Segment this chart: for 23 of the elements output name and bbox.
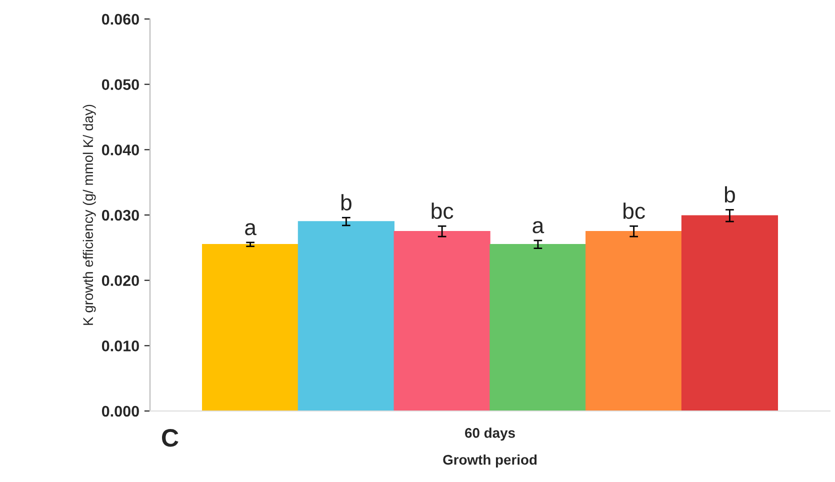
bar	[586, 230, 682, 411]
y-tick-label: 0.000	[102, 406, 139, 417]
annotation: a	[532, 221, 544, 234]
bar	[298, 221, 394, 411]
y-tick-label: 0.010	[102, 340, 139, 352]
bar	[202, 244, 299, 411]
y-tick-label: 0.050	[102, 79, 139, 90]
bar	[490, 244, 586, 411]
annotation: bc	[432, 202, 454, 219]
bar	[394, 230, 490, 411]
annotation: bc	[624, 202, 645, 219]
annotation: b	[724, 186, 735, 203]
y-tick-label: 0.020	[102, 275, 139, 286]
y-tick-label: 0.040	[102, 144, 139, 156]
y-tick-label: 0.030	[102, 210, 139, 221]
bar	[681, 215, 778, 411]
text: C	[162, 429, 178, 447]
annotation: b	[341, 194, 352, 210]
annotation: a	[245, 223, 256, 236]
x-axis-title: Growth period	[443, 454, 537, 468]
y-tick-label: 0.060	[102, 14, 139, 25]
x-tick-label: 60 days	[465, 428, 515, 441]
y-axis-title: K growth efficiency (g/ mmol K/ day)	[82, 104, 96, 325]
